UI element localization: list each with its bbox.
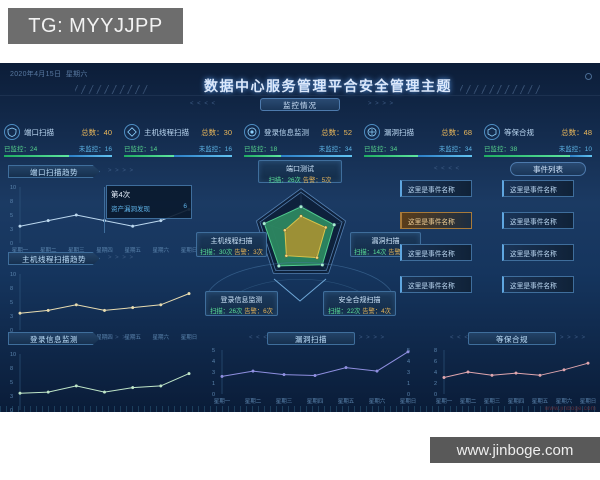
svg-text:星期一: 星期一 xyxy=(436,398,453,405)
svg-text:0: 0 xyxy=(434,392,437,398)
svg-text:星期二: 星期二 xyxy=(460,398,477,405)
svg-text:3: 3 xyxy=(10,314,13,320)
svg-text:星期五: 星期五 xyxy=(532,398,549,405)
svg-text:5: 5 xyxy=(10,380,13,386)
svg-text:星期五: 星期五 xyxy=(338,398,355,405)
svg-text:0: 0 xyxy=(407,392,410,398)
svg-text:5: 5 xyxy=(10,300,13,306)
svg-text:0: 0 xyxy=(10,241,13,247)
svg-text:8: 8 xyxy=(10,199,13,205)
svg-text:3: 3 xyxy=(10,394,13,400)
svg-text:5: 5 xyxy=(10,213,13,219)
svg-text:星期日: 星期日 xyxy=(580,398,597,405)
svg-text:星期三: 星期三 xyxy=(276,398,293,405)
svg-text:10: 10 xyxy=(10,272,16,278)
svg-text:3: 3 xyxy=(10,227,13,233)
svg-text:8: 8 xyxy=(10,286,13,292)
svg-text:星期四: 星期四 xyxy=(307,398,324,405)
svg-text:0: 0 xyxy=(212,392,215,398)
svg-text:星期四: 星期四 xyxy=(508,398,525,405)
svg-text:星期五: 星期五 xyxy=(124,247,141,254)
svg-text:2: 2 xyxy=(434,381,437,387)
svg-text:10: 10 xyxy=(10,185,16,191)
svg-text:星期日: 星期日 xyxy=(181,247,198,254)
svg-text:8: 8 xyxy=(10,366,13,372)
svg-text:星期三: 星期三 xyxy=(484,398,501,405)
svg-text:星期一: 星期一 xyxy=(214,398,231,405)
svg-text:10: 10 xyxy=(10,352,16,358)
svg-text:星期六: 星期六 xyxy=(556,397,573,405)
svg-text:星期四: 星期四 xyxy=(96,247,113,254)
svg-text:星期二: 星期二 xyxy=(245,398,262,405)
svg-text:星期六: 星期六 xyxy=(369,397,386,405)
svg-text:星期日: 星期日 xyxy=(400,398,417,405)
svg-text:星期六: 星期六 xyxy=(153,246,170,254)
